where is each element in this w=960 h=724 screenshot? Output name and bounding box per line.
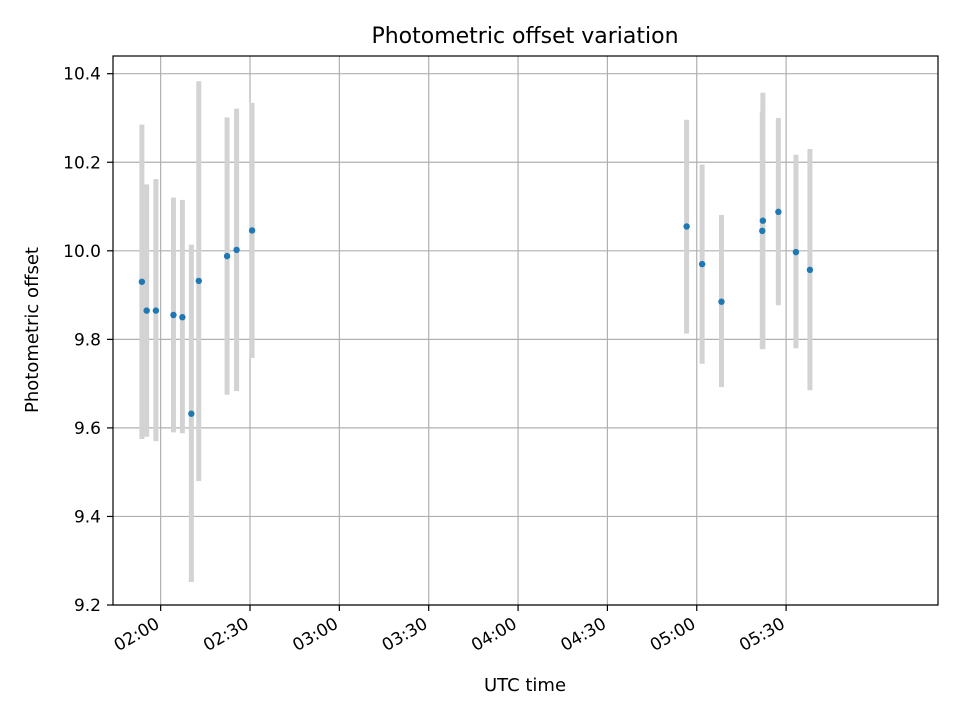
data-point [233, 246, 240, 254]
y-tick-label: 9.6 [74, 419, 101, 439]
data-point [195, 277, 202, 285]
x-axis-label: UTC time [484, 675, 566, 696]
y-axis-ticks: 9.2 9.4 9.6 9.8 10.0 10.2 10.4 [63, 65, 113, 616]
data-point [188, 410, 195, 417]
plot-frame [112, 55, 939, 606]
y-tick-label: 9.8 [74, 330, 101, 350]
data-point [683, 223, 690, 230]
data-point [775, 208, 782, 216]
data-point [179, 314, 186, 321]
chart-title: Photometric offset variation [371, 24, 678, 49]
data-point [759, 227, 766, 235]
data-point [143, 307, 150, 314]
data-point [718, 298, 725, 305]
data-point [759, 217, 767, 224]
data-point [248, 227, 256, 234]
data-point [806, 266, 814, 274]
data-point [170, 311, 177, 319]
data-point [792, 248, 800, 256]
data-point [138, 278, 146, 285]
data-point [223, 252, 231, 260]
y-tick-label: 10.0 [63, 242, 101, 262]
y-axis-label: Photometric offset [22, 247, 43, 413]
data-point [152, 307, 160, 314]
y-tick-label: 9.4 [74, 507, 101, 527]
y-tick-label: 9.2 [74, 596, 101, 616]
y-tick-label: 10.4 [63, 65, 101, 85]
data-points [138, 208, 814, 417]
y-tick-label: 10.2 [63, 153, 101, 173]
data-point [698, 260, 706, 268]
